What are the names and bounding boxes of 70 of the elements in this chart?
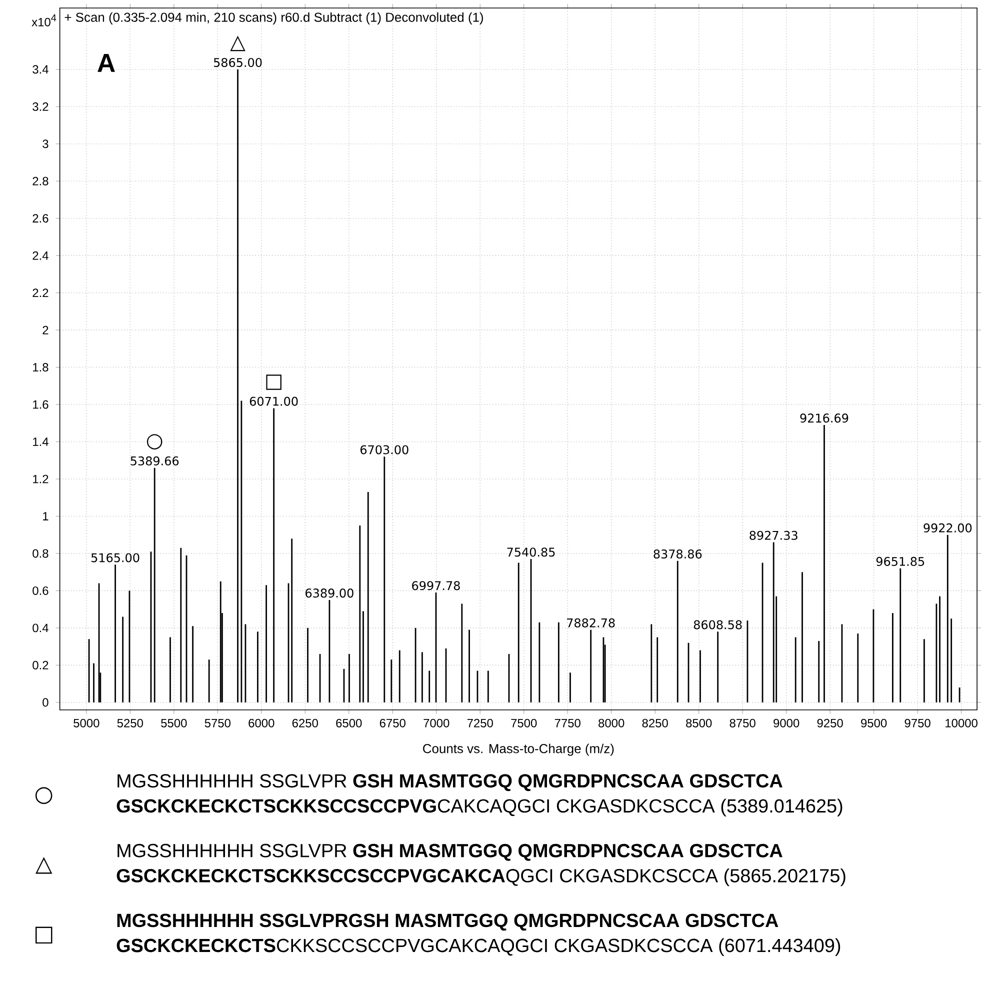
x-tick-label: 8250 <box>642 718 668 728</box>
x-tick-label: 8750 <box>730 718 756 728</box>
y-tick-label: 0 <box>42 698 48 707</box>
annotation: 9651.85 <box>876 556 924 566</box>
y-tick-label: 2.8 <box>32 176 48 186</box>
annotation: 9922.00 <box>924 523 972 532</box>
text: GSCKCKECKCTSCKKSCCSCCPVGCAKCAQGCI CKGASDKCSCCA (5865.202175) <box>116 868 846 886</box>
y-tick-label: 1.8 <box>33 363 48 372</box>
y-tick-label: 2.2 <box>32 288 48 297</box>
annotation: □ <box>266 374 282 390</box>
annotation: 8608.58 <box>694 620 742 630</box>
x-tick-label: 9250 <box>817 718 843 728</box>
annotation: 6071.00 <box>250 396 298 406</box>
annotation: 8927.33 <box>750 530 798 540</box>
text: MGSSHHHHHH SSGLVPR GSH MASMTGGQ QMGRDPNCSCAA GDSCTCA <box>118 774 782 792</box>
annotation: 7882.78 <box>567 618 615 628</box>
y-tick-label: 0.4 <box>32 624 48 632</box>
x-tick-label: 5500 <box>161 718 187 728</box>
x-tick-label: 6250 <box>292 718 318 728</box>
y-tick-label: 0.6 <box>32 586 48 595</box>
annotation: △ <box>230 36 246 52</box>
x-tick-label: 10000 <box>946 718 978 728</box>
x-axis-title: Counts vs. Mass-to-Charge (m/z) <box>423 744 614 756</box>
x-tick-label: 8500 <box>686 718 712 728</box>
x-tick-label: 9750 <box>904 718 930 728</box>
x-tick-label: 9000 <box>774 718 800 728</box>
x-tick-label: 7750 <box>554 718 580 728</box>
text: □ <box>36 926 52 944</box>
x-tick-label: 5250 <box>117 718 143 728</box>
y-axis-title: x10$^{4}$ <box>32 14 56 26</box>
x-tick-label: 6750 <box>380 718 406 728</box>
x-tick-label: 7500 <box>511 718 537 728</box>
annotation: 6389.00 <box>306 588 354 598</box>
text: GSCKCKECKCTSCKKSCCSCCPVGCAKCAQGCI CKGASDKCSCCA (5389.014625) <box>116 798 842 816</box>
chart-title: + Scan (0.335-2.094 min, 210 scans) r60.d Subtract (1) Deconvoluted (1) <box>64 12 483 24</box>
y-tick-label: 1 <box>43 512 48 520</box>
y-tick-label: 3.4 <box>32 65 48 74</box>
x-tick-label: 9500 <box>861 718 887 728</box>
y-tick-label: 2.4 <box>32 251 48 260</box>
annotation: 9216.69 <box>800 414 848 423</box>
annotation: 6703.00 <box>360 445 408 454</box>
x-tick-label: 6000 <box>248 718 274 728</box>
annotation: 6997.78 <box>412 581 460 590</box>
y-tick-label: 0.8 <box>32 549 48 558</box>
annotation: 5165.00 <box>91 553 140 562</box>
annotation: 7540.85 <box>507 548 555 557</box>
text: GSCKCKECKCTSCKKSCCSCCPVGCAKCAQGCI CKGASDKCSCCA (6071.443409) <box>116 938 840 956</box>
text: △ <box>35 857 52 874</box>
annotation: 5389.66 <box>130 456 179 466</box>
annotation: 8378.86 <box>654 549 702 558</box>
text: MGSSHHHHHH SSGLVPRGSH MASMTGGQ QMGRDPNCSCAA GDSCTCA <box>117 914 778 931</box>
x-tick-label: 5000 <box>74 718 100 728</box>
y-tick-label: 3.2 <box>32 102 48 111</box>
x-tick-label: 7000 <box>424 718 450 728</box>
x-tick-label: 8000 <box>598 718 624 728</box>
y-tick-label: 3 <box>42 140 48 148</box>
y-tick-label: 1.6 <box>33 400 48 409</box>
x-tick-label: 6500 <box>336 718 362 728</box>
x-tick-label: 7250 <box>467 718 493 728</box>
y-tick-label: 1.2 <box>33 474 48 484</box>
annotation: 5865.00 <box>214 58 262 68</box>
text: ○ <box>35 787 52 804</box>
y-tick-label: 2.6 <box>32 214 48 223</box>
annotation: A <box>98 54 115 72</box>
y-tick-label: 2 <box>42 326 48 334</box>
y-tick-label: 1.4 <box>33 438 48 446</box>
annotation: ○ <box>146 434 162 450</box>
text: MGSSHHHHHH SSGLVPR GSH MASMTGGQ QMGRDPNCSCAA GDSCTCA <box>118 844 782 861</box>
y-tick-label: 0.2 <box>32 660 48 670</box>
x-tick-label: 5750 <box>204 718 230 728</box>
